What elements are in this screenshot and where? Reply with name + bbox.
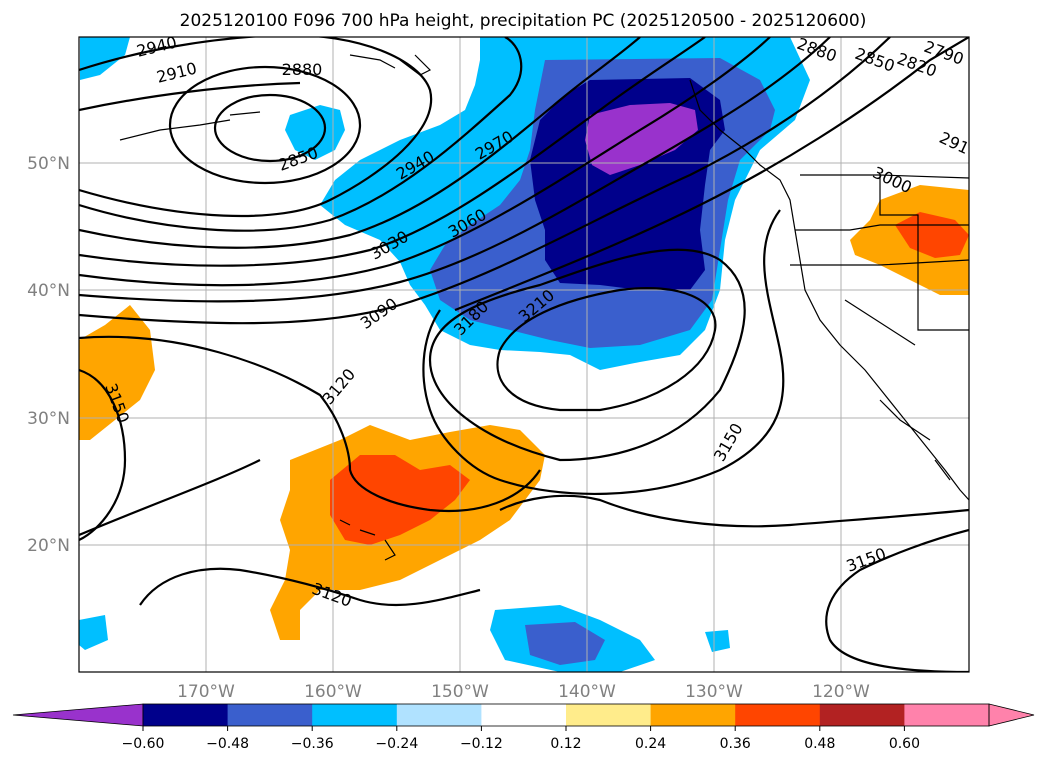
coastlines	[119, 54, 969, 561]
lon-label: 170°W	[177, 682, 235, 702]
contour-3150-south	[499, 494, 969, 528]
contour-3150-sw	[79, 459, 261, 537]
colorbar-segment	[566, 704, 652, 726]
colorbar-segment	[396, 704, 482, 726]
precip-light-blue-small	[705, 630, 730, 652]
contour-3120-south	[139, 567, 481, 607]
colorbar-tick-label: −0.60	[122, 736, 165, 752]
lon-label: 130°W	[685, 682, 743, 702]
lon-label: 150°W	[431, 682, 489, 702]
contour-3090	[79, 37, 891, 325]
precip-light-blue-lobe	[285, 105, 345, 160]
precip-negative-region	[79, 37, 810, 672]
map-frame	[78, 36, 970, 673]
contour-2940-west	[79, 81, 301, 112]
colorbar-arrow-min	[12, 703, 144, 727]
height-contours	[79, 37, 969, 672]
precip-light-blue-nw	[80, 37, 130, 80]
contour-2910	[79, 37, 433, 218]
precip-purple-max	[585, 103, 698, 175]
contour-label: 2880	[282, 60, 323, 79]
lat-label: 40°N	[27, 281, 70, 301]
contour-3150-se	[825, 528, 969, 672]
precip-mid-blue-south	[525, 622, 605, 665]
lat-label: 20°N	[27, 536, 70, 556]
colorbar-tick-label: −0.12	[460, 736, 503, 752]
lat-label: 30°N	[27, 409, 70, 429]
contour-3120-east	[454, 37, 969, 312]
colorbar-segment	[904, 704, 990, 726]
map-title: 2025120100 F096 700 hPa height, precipit…	[180, 11, 867, 31]
contour-3030	[79, 37, 771, 287]
precip-red-east	[895, 212, 969, 258]
lon-label: 140°W	[558, 682, 616, 702]
colorbar-segment	[650, 704, 736, 726]
colorbar-tick-label: 0.48	[804, 736, 835, 752]
colorbar-tick-label: 0.36	[720, 736, 751, 752]
colorbar-segment	[819, 704, 905, 726]
contour-3060	[79, 37, 831, 303]
colorbar-segment	[143, 704, 229, 726]
colorbar-segment	[735, 704, 821, 726]
colorbar-tick-label: −0.48	[206, 736, 249, 752]
colorbar: −0.60 −0.48 −0.36 −0.24 −0.12 0.12 0.24 0.36 0.4…	[12, 703, 1035, 752]
contour-3120	[79, 335, 541, 512]
colorbar-arrow-max	[988, 703, 1035, 727]
colorbar-segment	[312, 704, 398, 726]
precip-red-central	[330, 455, 470, 545]
contour-2970	[79, 37, 641, 249]
precip-light-blue-sw	[79, 615, 108, 650]
contour-3150-ring	[422, 209, 785, 496]
colorbar-tick-label: −0.36	[291, 736, 334, 752]
colorbar-tick-label: 0.12	[550, 736, 581, 752]
colorbar-tick-label: −0.24	[375, 736, 418, 752]
colorbar-tick-label: 0.60	[889, 736, 920, 752]
contour-2850-low	[213, 93, 327, 163]
contour-2880-low	[168, 65, 362, 185]
contour-3210	[496, 287, 717, 412]
lon-label: 120°W	[812, 682, 870, 702]
contour-2940	[79, 37, 523, 232]
colorbar-tick-label: 0.24	[635, 736, 666, 752]
colorbar-segment	[481, 704, 567, 726]
contour-3150-west	[79, 368, 127, 541]
colorbar-segment	[227, 704, 313, 726]
contour-3000	[79, 37, 706, 267]
lat-label: 50°N	[27, 154, 70, 174]
longitude-labels: 170°W 160°W 150°W 140°W 130°W 120°W	[177, 682, 870, 702]
latitude-labels: 50°N 40°N 30°N 20°N	[27, 154, 70, 556]
lon-label: 160°W	[304, 682, 362, 702]
contour-3180	[428, 248, 746, 462]
